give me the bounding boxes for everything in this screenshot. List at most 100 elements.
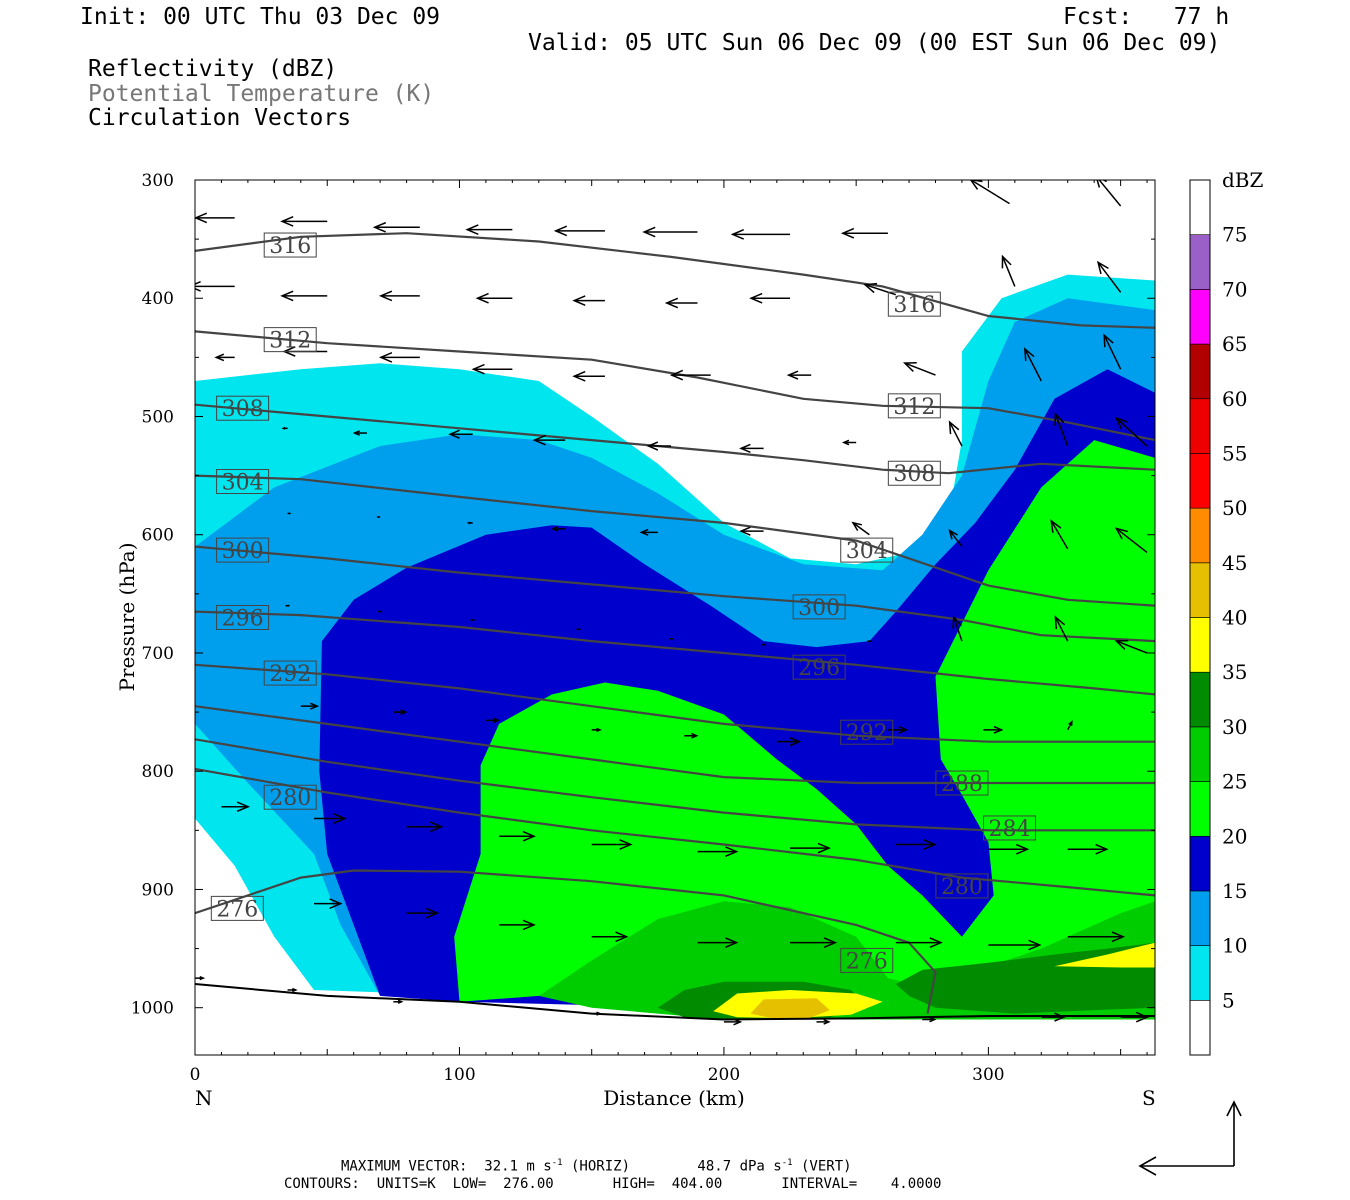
vector-shaft: [852, 522, 870, 536]
circulation-vector-62: [485, 717, 501, 724]
field-reflectivity: Reflectivity (dBZ): [88, 56, 338, 82]
circulation-vector-83: [697, 937, 739, 949]
theta-label-text: 304: [222, 471, 264, 496]
circulation-vector-72: [499, 830, 536, 842]
theta-label-box: [887, 460, 941, 486]
circulation-vector-95: [1041, 1012, 1066, 1022]
vector-head: [288, 512, 292, 515]
vector-head: [851, 521, 863, 531]
circulation-vector-76: [895, 839, 937, 850]
vector-head: [596, 1011, 602, 1016]
theta-contour-316: [195, 232, 1155, 329]
circulation-vector-68: [1067, 720, 1073, 731]
theta-label-box: [216, 537, 270, 563]
theta-label-box: [216, 469, 270, 495]
vector-head: [948, 529, 958, 540]
colorbar-swatch-3: [1189, 835, 1211, 892]
vector-head: [352, 430, 360, 436]
vector-head: [1096, 180, 1107, 188]
y-tick-label-300: 300: [142, 171, 174, 191]
vector-head: [642, 226, 656, 238]
circulation-vector-23: [471, 363, 513, 375]
vector-shaft: [1054, 616, 1069, 642]
vector-head: [471, 363, 485, 375]
vector-head: [669, 369, 684, 381]
vector-head: [236, 801, 251, 813]
circulation-vector-10: [195, 281, 235, 292]
y-tick-label-500: 500: [142, 407, 174, 427]
reference-vector-icon: [1138, 1100, 1242, 1176]
circulation-vector-1: [280, 216, 328, 227]
circulation-vector-60: [300, 702, 320, 710]
colorbar-label-10: 10: [1222, 934, 1247, 958]
vector-shaft: [1054, 413, 1069, 447]
circulation-vector-94: [922, 1016, 937, 1023]
circulation-vector-48: [1050, 519, 1069, 550]
circulation-vector-78: [1067, 843, 1109, 855]
theta-label-box: [216, 395, 270, 421]
theta-contour-284: [195, 738, 1155, 832]
circulation-vector-87: [1067, 931, 1126, 943]
theta-label-box: [840, 537, 894, 563]
circulation-vector-20: [214, 353, 235, 362]
theta-contour-296: [195, 610, 1155, 696]
circulation-vector-37: [948, 420, 963, 447]
colorbar-label-20: 20: [1222, 824, 1247, 848]
theta-label-296-0: 296: [216, 605, 270, 632]
vector-head: [993, 725, 1004, 734]
circulation-vector-35: [739, 443, 764, 454]
colorbar-label-5: 5: [1222, 988, 1235, 1012]
vector-head: [749, 292, 763, 304]
vector-head: [372, 221, 387, 233]
vert-text: (VERT): [792, 1158, 852, 1175]
vector-head: [448, 429, 460, 439]
theta-label-308-0: 308: [216, 395, 270, 422]
theta-label-316-0: 316: [263, 232, 317, 259]
circulation-vector-65: [776, 737, 802, 747]
vector-head: [280, 216, 294, 227]
colorbar-swatch-4: [1189, 781, 1211, 837]
theta-label-text: 284: [989, 817, 1031, 842]
circulation-vector-41: [376, 515, 381, 519]
circulation-vector-64: [684, 732, 699, 739]
vector-head: [329, 898, 343, 910]
circulation-vector-17: [863, 282, 897, 296]
y-tick-label-600: 600: [142, 526, 174, 546]
colorbar-swatch-10: [1189, 453, 1211, 509]
colorbar-swatch-11: [1189, 398, 1211, 454]
theta-label-box: [263, 660, 317, 686]
circulation-vector-49: [1114, 527, 1148, 554]
colorbar-label-75: 75: [1222, 223, 1247, 247]
vector-head: [639, 528, 649, 536]
colorbar-title: dBZ: [1222, 168, 1264, 192]
theta-contour-312: [195, 330, 1155, 442]
vector-head: [664, 297, 679, 309]
theta-contour-304: [195, 474, 1155, 607]
y-axis-label: Pressure (hPa): [115, 543, 139, 692]
theta-label-text: 280: [941, 875, 983, 900]
colorbar-swatch-1: [1189, 945, 1211, 1001]
terrain-line: [195, 983, 1155, 1021]
vector-head: [1114, 416, 1128, 430]
x-end-left: N: [195, 1086, 213, 1110]
vector-head: [292, 987, 298, 993]
vector-head: [1028, 939, 1042, 951]
vector-head: [823, 937, 838, 949]
vector-head: [572, 370, 586, 382]
circulation-vector-67: [983, 725, 1004, 734]
vector-head: [725, 846, 739, 857]
circulation-vector-9: [1096, 180, 1122, 207]
theta-label-text: 296: [222, 607, 264, 632]
theta-contour-308: [195, 403, 1155, 475]
y-tick-label-900: 900: [142, 880, 174, 900]
vector-shaft: [1050, 520, 1069, 550]
vector-head: [1054, 412, 1065, 427]
circulation-vector-15: [664, 297, 698, 309]
colorbar-swatch-13: [1189, 289, 1211, 345]
vector-head: [466, 521, 471, 525]
theta-label-292-0: 292: [263, 660, 317, 687]
theta-label-text: 292: [846, 721, 888, 746]
colorbar-label-35: 35: [1222, 660, 1247, 684]
theta-contour-288: [195, 705, 1155, 785]
theta-label-box: [887, 291, 941, 317]
